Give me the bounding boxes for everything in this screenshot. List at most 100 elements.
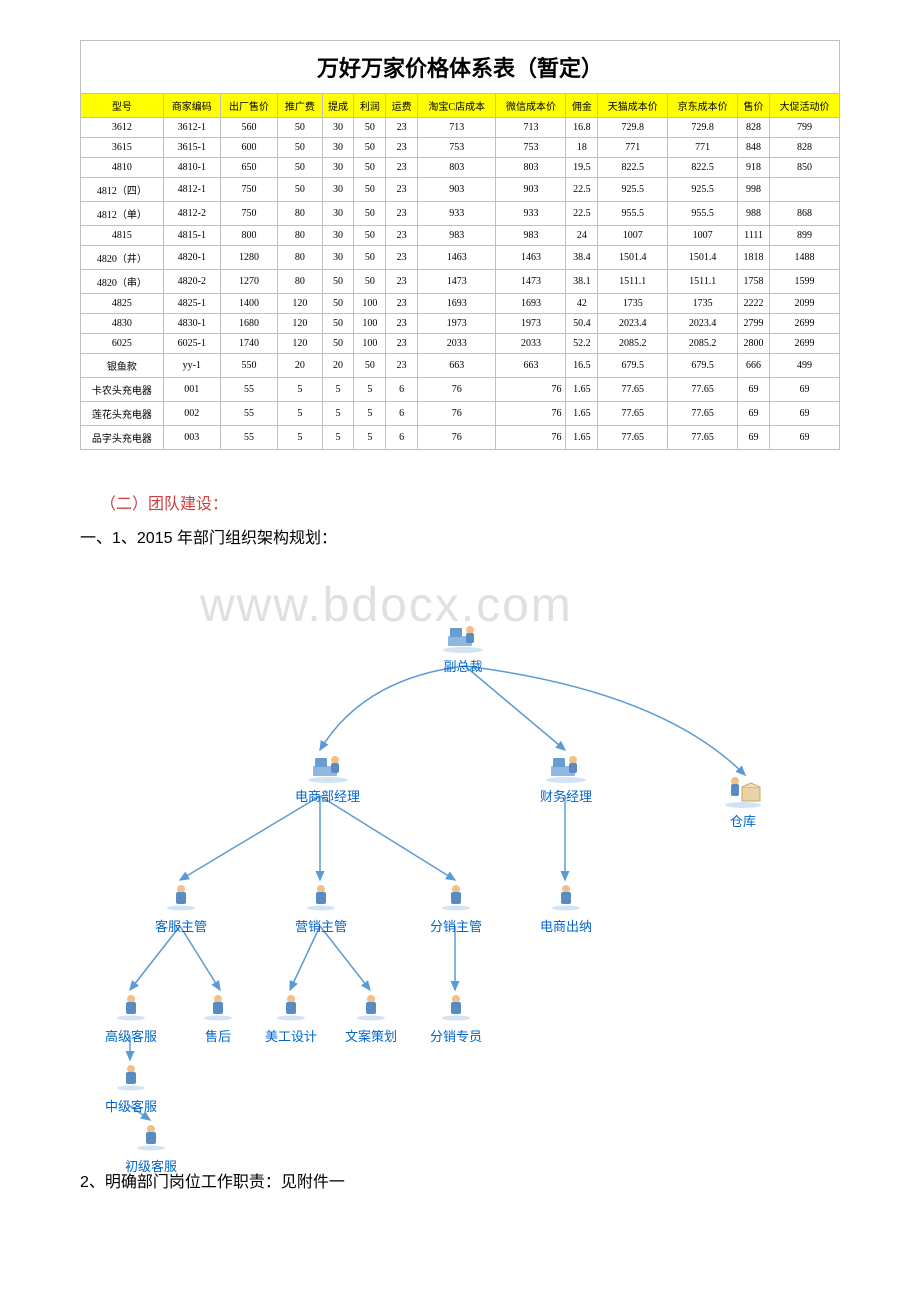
table-cell: 822.5 [668,158,738,178]
table-cell: 30 [322,226,354,246]
table-cell: 848 [738,138,770,158]
org-node-vp: 副总裁 [440,618,486,675]
table-cell: 6 [386,402,418,426]
table-cell: 80 [278,246,323,270]
org-node-label: 售后 [195,1026,241,1045]
table-cell: 23 [386,314,418,334]
table-cell: 50 [322,294,354,314]
table-cell: 828 [738,118,770,138]
table-cell: 120 [278,294,323,314]
table-cell: 2800 [738,334,770,354]
table-cell: 1680 [220,314,277,334]
table-cell: 1740 [220,334,277,354]
table-cell: 560 [220,118,277,138]
table-cell: 600 [220,138,277,158]
table-cell: 4820（串） [81,270,164,294]
table-cell: 933 [418,202,496,226]
table-header: 运费 [386,94,418,118]
table-cell: 1735 [598,294,668,314]
section-team-building: （二）团队建设： [80,490,840,514]
table-cell: 55 [220,402,277,426]
table-cell: 5 [278,402,323,426]
table-cell: 69 [738,426,770,450]
org-node-label: 美工设计 [265,1026,317,1045]
table-header: 商家编码 [163,94,220,118]
table-cell: 499 [769,354,839,378]
org-node-warehouse: 仓库 [720,773,766,830]
table-cell: 2085.2 [598,334,668,354]
table-cell: yy-1 [163,354,220,378]
table-cell: 55 [220,378,277,402]
table-cell: 4820-1 [163,246,220,270]
org-node-cs_sup: 客服主管 [155,878,207,935]
table-cell: 69 [769,426,839,450]
table-cell: 1463 [418,246,496,270]
table-cell: 5 [322,426,354,450]
table-row: 48154815-1800803050239839832410071007111… [81,226,840,246]
table-cell: 771 [668,138,738,158]
table-cell: 76 [418,378,496,402]
table-cell: 69 [738,402,770,426]
table-cell: 918 [738,158,770,178]
org-node-mid_cs: 中级客服 [105,1058,157,1115]
table-cell: 771 [598,138,668,158]
table-cell: 23 [386,294,418,314]
org-node-after: 售后 [195,988,241,1045]
table-cell: 1758 [738,270,770,294]
table-cell: 998 [738,178,770,202]
table-cell: 1973 [418,314,496,334]
table-cell: 1473 [418,270,496,294]
table-cell: 899 [769,226,839,246]
table-cell: 100 [354,334,386,354]
table-cell: 666 [738,354,770,378]
table-cell: 1007 [598,226,668,246]
section-org-plan: 一、1、2015 年部门组织架构规划： [80,524,840,548]
table-cell: 1599 [769,270,839,294]
table-cell: 23 [386,118,418,138]
table-cell: 822.5 [598,158,668,178]
table-cell: 77.65 [668,378,738,402]
table-cell: 800 [220,226,277,246]
table-cell: 663 [496,354,566,378]
table-cell: 莲花头充电器 [81,402,164,426]
table-cell: 77.65 [668,426,738,450]
table-cell: 903 [496,178,566,202]
table-cell: 6025 [81,334,164,354]
org-node-label: 副总裁 [440,656,486,675]
table-cell: 76 [418,402,496,426]
table-cell: 679.5 [668,354,738,378]
org-node-label: 电商出纳 [540,916,592,935]
table-cell: 2023.4 [668,314,738,334]
table-cell: 2222 [738,294,770,314]
person-icon [298,878,344,914]
org-node-fin_mgr: 财务经理 [540,748,592,805]
person-icon [108,1058,154,1094]
table-cell: 2085.2 [668,334,738,354]
org-node-label: 营销主管 [295,916,347,935]
org-node-cashier: 电商出纳 [540,878,592,935]
table-header: 微信成本价 [496,94,566,118]
table-cell: 729.8 [598,118,668,138]
table-header: 提成 [322,94,354,118]
footer-text: 2、明确部门岗位工作职责：见附件一 [80,1168,840,1192]
table-row: 48254825-1140012050100231693169342173517… [81,294,840,314]
table-cell: 77.65 [668,402,738,426]
table-cell: 77.65 [598,378,668,402]
table-cell: 50 [278,158,323,178]
table-cell: 750 [220,202,277,226]
table-cell: 4810 [81,158,164,178]
table-cell: 77.65 [598,426,668,450]
table-cell: 002 [163,402,220,426]
table-cell: 69 [738,378,770,402]
org-node-label: 仓库 [720,811,766,830]
table-cell: 1463 [496,246,566,270]
table-cell: 4825-1 [163,294,220,314]
table-cell: 20 [278,354,323,378]
table-cell: 24 [566,226,598,246]
table-cell: 16.8 [566,118,598,138]
table-cell: 3615-1 [163,138,220,158]
table-cell: 1.65 [566,402,598,426]
table-cell: 120 [278,334,323,354]
table-cell: 988 [738,202,770,226]
table-cell: 799 [769,118,839,138]
